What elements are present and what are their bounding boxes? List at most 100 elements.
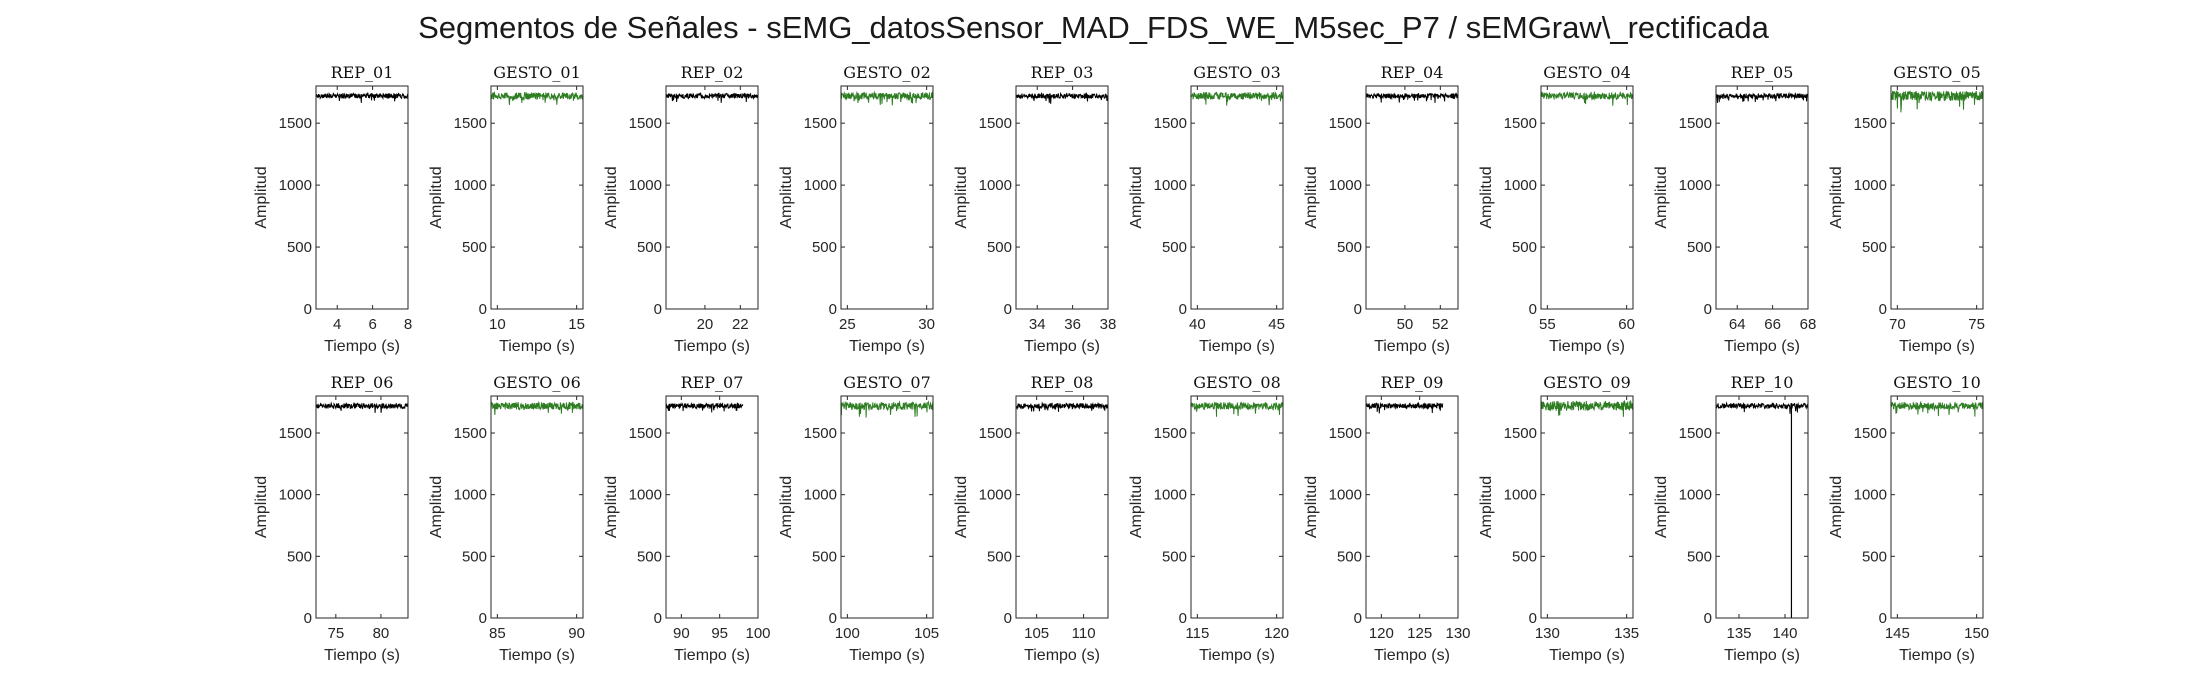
y-tick-label: 1500 xyxy=(1504,115,1537,132)
y-tick-label: 500 xyxy=(1512,548,1537,565)
y-axis-label: Amplitud xyxy=(603,166,620,228)
y-tick-label: 1000 xyxy=(979,177,1012,194)
y-axis-label: Amplitud xyxy=(1653,166,1670,228)
y-axis-label: Amplitud xyxy=(428,166,445,228)
y-tick-label: 1500 xyxy=(804,115,837,132)
y-tick-label: 1500 xyxy=(979,425,1012,442)
y-tick-label: 1000 xyxy=(454,487,487,504)
y-tick-label: 500 xyxy=(987,548,1012,565)
x-axis-label: Tiempo (s) xyxy=(674,338,750,355)
y-tick-label: 1000 xyxy=(1154,177,1187,194)
subplot-title: GESTO_05 xyxy=(1893,63,1981,82)
signal-trace xyxy=(840,90,934,106)
y-tick-label: 0 xyxy=(1879,610,1887,627)
y-axis-label: Amplitud xyxy=(1128,166,1145,228)
y-tick-label: 1000 xyxy=(1329,487,1362,504)
y-tick-label: 1000 xyxy=(629,177,662,194)
x-axis-label: Tiempo (s) xyxy=(1724,338,1800,355)
y-tick-label: 0 xyxy=(304,610,312,627)
subplot-title: GESTO_03 xyxy=(1193,63,1281,82)
x-tick-label: 45 xyxy=(1268,316,1285,333)
x-tick-label: 68 xyxy=(1800,316,1817,333)
y-axis-label: Amplitud xyxy=(1478,476,1495,538)
axes-box xyxy=(490,85,584,310)
subplot-title: GESTO_01 xyxy=(493,63,581,82)
axes-box xyxy=(1365,395,1459,619)
signal-trace xyxy=(1365,401,1444,414)
y-axis-label: Amplitud xyxy=(1478,166,1495,228)
y-tick-label: 1000 xyxy=(1329,177,1362,194)
x-tick-label: 8 xyxy=(404,316,412,333)
y-tick-label: 1000 xyxy=(1854,177,1887,194)
axes-box xyxy=(1715,85,1809,310)
y-tick-label: 500 xyxy=(1862,239,1887,256)
subplot-title: REP_05 xyxy=(1731,63,1794,82)
y-tick-label: 0 xyxy=(1354,301,1362,318)
y-tick-label: 1000 xyxy=(1854,487,1887,504)
x-tick-label: 10 xyxy=(489,316,506,333)
axes-box xyxy=(1015,85,1109,310)
y-tick-label: 1000 xyxy=(454,177,487,194)
x-axis-label: Tiempo (s) xyxy=(1024,338,1100,355)
x-axis-label: Tiempo (s) xyxy=(324,338,400,355)
signal-trace xyxy=(1540,399,1634,417)
axes-box xyxy=(315,85,409,310)
x-tick-label: 145 xyxy=(1885,625,1910,642)
axes-box xyxy=(840,395,934,619)
signal-trace xyxy=(1540,90,1634,106)
y-tick-label: 1000 xyxy=(1504,487,1537,504)
x-axis-label: Tiempo (s) xyxy=(1899,647,1975,664)
y-axis-label: Amplitud xyxy=(953,166,970,228)
y-axis-label: Amplitud xyxy=(1303,476,1320,538)
y-axis-label: Amplitud xyxy=(1828,476,1845,538)
y-tick-label: 1500 xyxy=(1154,425,1187,442)
signal-trace xyxy=(1365,92,1459,103)
y-tick-label: 0 xyxy=(1704,610,1712,627)
y-tick-label: 1000 xyxy=(1679,177,1712,194)
x-tick-label: 66 xyxy=(1764,316,1781,333)
y-tick-label: 1000 xyxy=(279,177,312,194)
subplot-title: GESTO_07 xyxy=(843,373,931,392)
subplot-title: REP_02 xyxy=(681,63,744,82)
y-tick-label: 500 xyxy=(1862,548,1887,565)
x-axis-label: Tiempo (s) xyxy=(1199,338,1275,355)
y-tick-label: 0 xyxy=(654,301,662,318)
x-axis-label: Tiempo (s) xyxy=(674,647,750,664)
y-tick-label: 500 xyxy=(462,548,487,565)
subplot-title: GESTO_02 xyxy=(843,63,931,82)
signal-trace xyxy=(1015,91,1109,104)
signal-trace xyxy=(315,91,409,103)
x-tick-label: 36 xyxy=(1064,316,1081,333)
x-tick-label: 75 xyxy=(1968,316,1985,333)
x-tick-label: 6 xyxy=(368,316,376,333)
axes-box xyxy=(1540,395,1634,619)
y-tick-label: 0 xyxy=(829,610,837,627)
x-tick-label: 120 xyxy=(1264,625,1289,642)
x-tick-label: 50 xyxy=(1397,316,1414,333)
subplot-title: REP_03 xyxy=(1031,63,1094,82)
x-tick-label: 70 xyxy=(1889,316,1906,333)
y-tick-label: 0 xyxy=(479,301,487,318)
subplot-title: REP_01 xyxy=(331,63,394,82)
y-tick-label: 500 xyxy=(812,239,837,256)
x-tick-label: 25 xyxy=(839,316,856,333)
y-tick-label: 500 xyxy=(1337,239,1362,256)
x-axis-label: Tiempo (s) xyxy=(499,338,575,355)
subplot-title: REP_06 xyxy=(331,373,394,392)
y-tick-label: 500 xyxy=(287,548,312,565)
x-tick-label: 135 xyxy=(1726,625,1751,642)
x-axis-label: Tiempo (s) xyxy=(1899,338,1975,355)
y-tick-label: 0 xyxy=(1879,301,1887,318)
x-tick-label: 135 xyxy=(1614,625,1639,642)
x-tick-label: 100 xyxy=(835,625,860,642)
y-tick-label: 500 xyxy=(1687,239,1712,256)
signal-trace xyxy=(1190,401,1284,417)
y-tick-label: 1000 xyxy=(1679,487,1712,504)
x-tick-label: 130 xyxy=(1535,625,1560,642)
x-axis-label: Tiempo (s) xyxy=(1374,338,1450,355)
signal-trace xyxy=(1715,91,1809,104)
x-tick-label: 64 xyxy=(1729,316,1746,333)
x-axis-label: Tiempo (s) xyxy=(1024,647,1100,664)
y-axis-label: Amplitud xyxy=(603,476,620,538)
y-tick-label: 1500 xyxy=(1679,115,1712,132)
